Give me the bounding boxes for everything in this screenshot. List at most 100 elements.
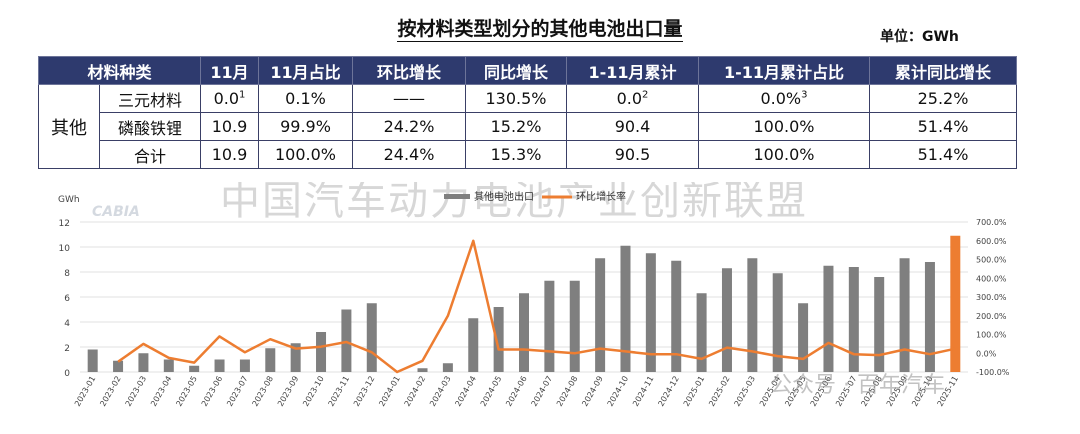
cell-share: 99.9% (258, 112, 353, 141)
y2-tick-label: 0.0% (976, 349, 997, 358)
table-row: 其他 三元材料 0.01 0.1% —— 130.5% 0.02 0.0%3 2… (38, 84, 1017, 169)
export-table: 材料种类 11月 11月占比 环比增长 同比增长 1-11月累计 1-11月累计… (38, 56, 1017, 169)
group-label: 其他 (38, 84, 100, 169)
cell-yoy: 15.2% (465, 112, 567, 141)
bar (138, 353, 149, 372)
cell-ytd-yoy: 51.4% (869, 112, 1017, 141)
y2-tick-label: -100.0% (976, 368, 1010, 377)
x-tick-label: 2024-11 (631, 375, 656, 408)
cell-nov: 0.01 (200, 84, 259, 113)
watermark-logo: CABIA (92, 204, 140, 220)
x-tick-label: 2023-09 (276, 375, 301, 408)
bar (87, 349, 98, 372)
x-tick-label: 2024-05 (479, 375, 504, 408)
y-tick-label: 12 (59, 219, 70, 229)
y2-tick-label: 400.0% (976, 274, 1007, 283)
col-header-material: 材料种类 (38, 56, 201, 85)
y2-tick-label: 200.0% (976, 312, 1007, 321)
bar (645, 253, 656, 372)
x-tick-label: 2024-09 (580, 375, 605, 408)
bar (874, 277, 885, 372)
col-header-nov: 11月 (200, 56, 259, 85)
watermark-text: 中国汽车动力电池产业创新联盟 (220, 182, 808, 224)
cell-mom: —— (352, 84, 466, 113)
bar (239, 359, 250, 372)
bar (924, 262, 935, 372)
cell-ytd-yoy: 25.2% (869, 84, 1017, 113)
bar (595, 258, 606, 372)
cell-share: 0.1% (258, 84, 353, 113)
cell-ytd: 90.4 (566, 112, 699, 141)
x-tick-label: 2023-01 (73, 375, 98, 408)
bar (290, 343, 301, 372)
bar (747, 258, 758, 372)
x-tick-label: 2024-04 (453, 375, 478, 408)
cell-ytd: 90.5 (566, 140, 699, 169)
x-tick-label: 2024-01 (377, 375, 402, 408)
page-title: 按材料类型划分的其他电池出口量 (397, 18, 683, 42)
bar (468, 318, 479, 372)
y2-tick-label: 500.0% (976, 256, 1007, 265)
bar (950, 235, 961, 372)
bar (848, 267, 859, 372)
legend-label: 其他电池出口 (474, 190, 534, 203)
x-tick-label: 2023-10 (301, 375, 326, 408)
cell-ytd-share: 100.0% (698, 112, 870, 141)
row-name: 磷酸铁锂 (99, 112, 201, 141)
x-tick-label: 2023-03 (124, 375, 149, 408)
y2-tick-label: 300.0% (976, 293, 1007, 302)
x-tick-label: 2024-12 (656, 375, 681, 408)
bar (671, 260, 682, 372)
x-tick-label: 2023-07 (225, 375, 250, 408)
chart-area: 中国汽车动力电池产业创新联盟 CABIA 0 2 4 6 8 10 12 GWh -100.0% 0.… (50, 178, 1060, 434)
bar (721, 268, 732, 372)
legend-label: 环比增长率 (576, 190, 626, 203)
bar (696, 293, 707, 372)
bar (519, 293, 529, 372)
x-tick-label: 2023-12 (352, 375, 377, 408)
legend-swatch-bar (444, 194, 470, 199)
y-tick-label: 10 (59, 244, 71, 254)
bar (823, 265, 834, 372)
credit-watermark: 公众号 · 百年汽车 (770, 373, 945, 398)
table-header-row: 材料种类 11月 11月占比 环比增长 同比增长 1-11月累计 1-11月累计… (38, 56, 1017, 85)
bar (316, 332, 327, 372)
y-tick-label: 6 (64, 294, 70, 304)
y2-tick-label: 600.0% (976, 237, 1007, 246)
cell-mom: 24.4% (352, 140, 466, 169)
cell-nov: 10.9 (200, 140, 259, 169)
bar (544, 280, 555, 372)
bar (620, 245, 631, 372)
col-header-yoy: 同比增长 (465, 56, 567, 85)
row-name: 三元材料 (99, 84, 201, 113)
x-tick-label: 2024-08 (555, 375, 580, 408)
x-tick-label: 2024-02 (403, 375, 428, 408)
bar (189, 365, 200, 372)
x-tick-label: 2023-02 (98, 375, 123, 408)
bar (265, 348, 276, 372)
cell-ytd-yoy: 51.4% (869, 140, 1017, 169)
bar (798, 303, 809, 372)
cell-yoy: 130.5% (465, 84, 567, 113)
x-tick-label: 2023-05 (174, 375, 199, 408)
cell-nov: 10.9 (200, 112, 259, 141)
x-tick-label: 2024-06 (504, 375, 529, 408)
bar (899, 258, 910, 372)
x-tick-label: 2024-10 (606, 375, 631, 408)
x-tick-label: 2023-04 (149, 375, 174, 408)
x-tick-label: 2024-07 (530, 375, 555, 408)
bar (772, 273, 783, 372)
x-tick-label: 2025-01 (682, 375, 707, 408)
mom-growth-line (117, 239, 956, 374)
bar (442, 363, 453, 372)
cell-share: 100.0% (258, 140, 353, 169)
unit-label: 单位：GWh (880, 29, 959, 45)
cell-ytd: 0.02 (566, 84, 699, 113)
col-header-ytd-yoy: 累计同比增长 (869, 56, 1017, 85)
cell-ytd-share: 0.0%3 (698, 84, 870, 113)
y-tick-label: 4 (64, 319, 70, 329)
bar (493, 307, 504, 372)
y-tick-label: 8 (64, 269, 70, 279)
cell-yoy: 15.3% (465, 140, 567, 169)
cell-mom: 24.2% (352, 112, 466, 141)
